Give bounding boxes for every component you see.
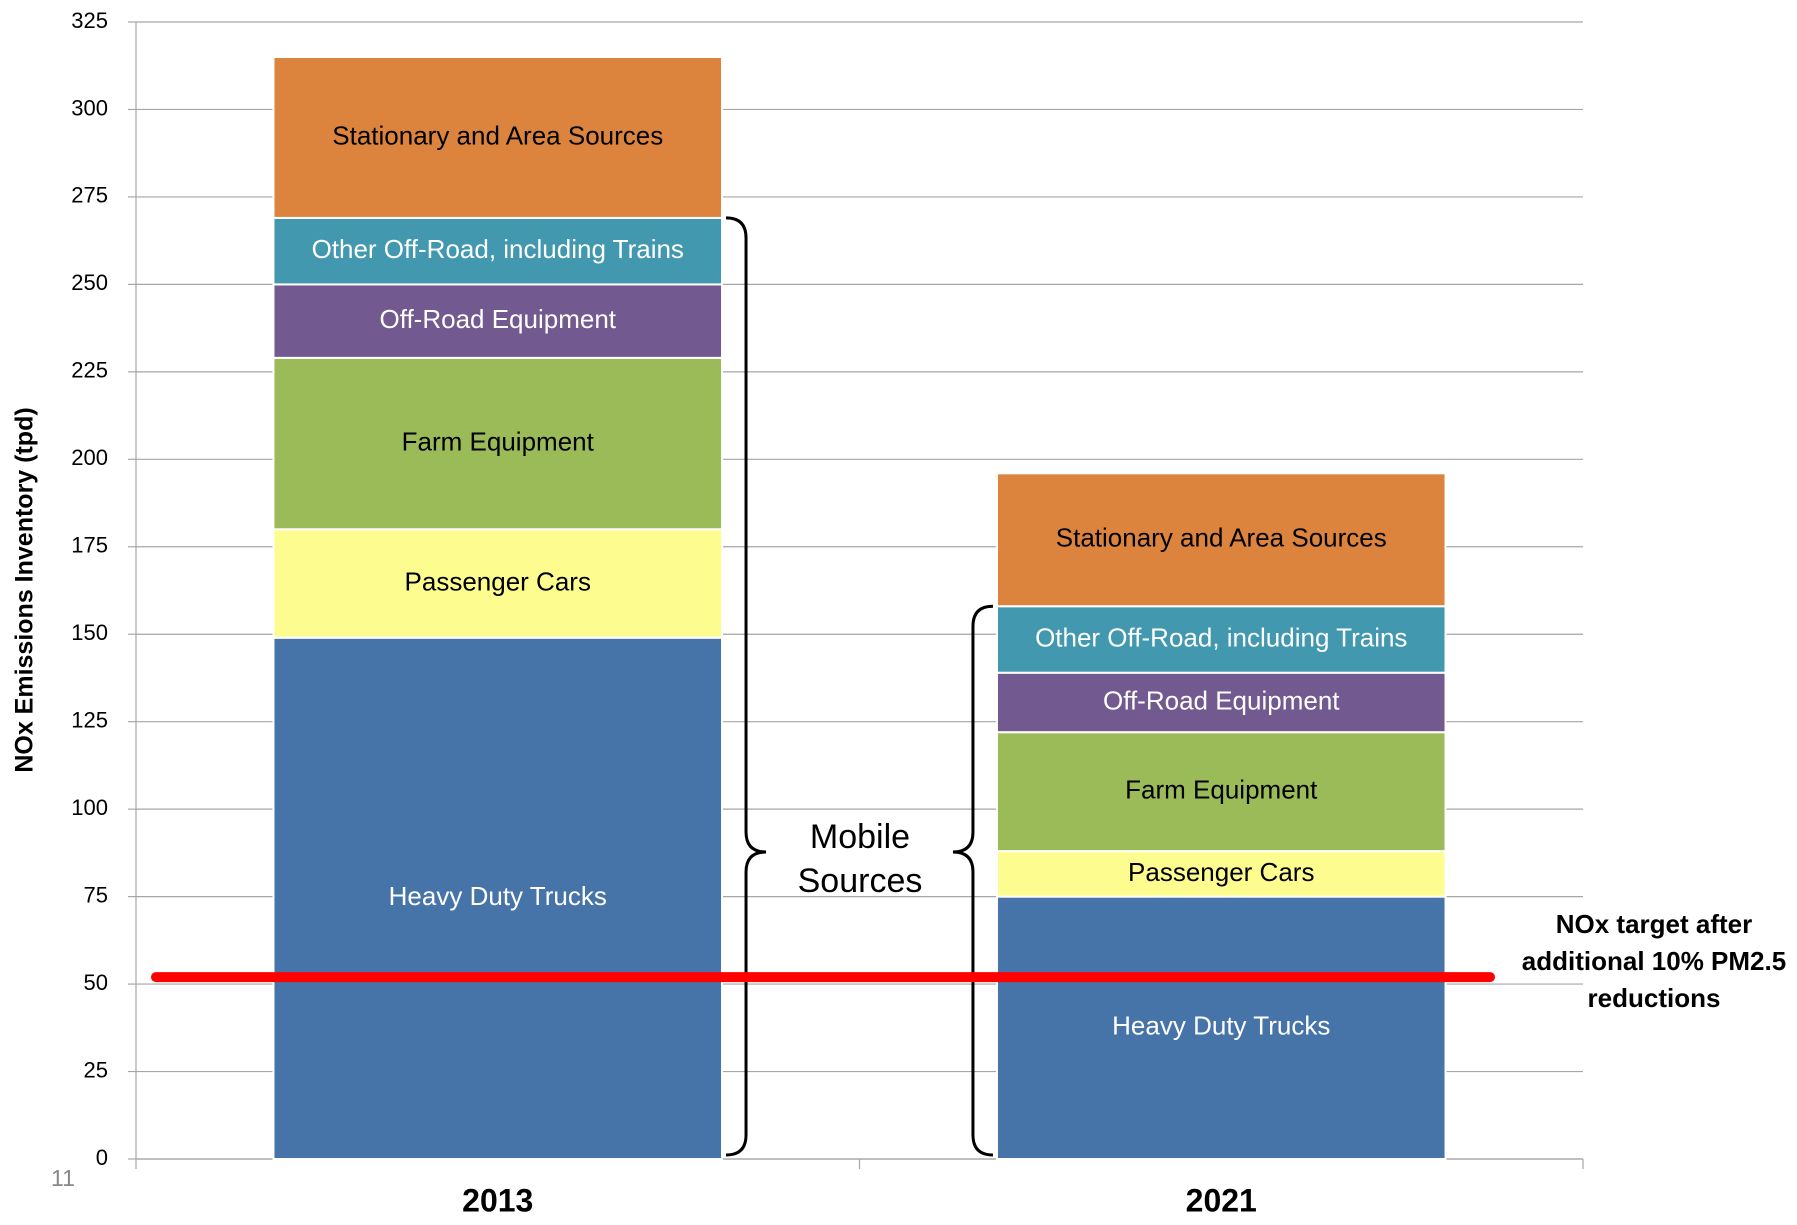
y-tick-label: 75	[84, 882, 108, 907]
y-tick-label: 250	[71, 270, 108, 295]
segment-label: Off-Road Equipment	[1103, 685, 1340, 715]
bar-segment	[272, 636, 724, 1160]
x-tick-label: 2013	[462, 1182, 533, 1218]
bar-segment	[272, 528, 724, 639]
segment-label: Stationary and Area Sources	[1056, 523, 1387, 553]
y-tick-label: 275	[71, 183, 108, 208]
bar-segment	[272, 283, 724, 359]
segment-label: Off-Road Equipment	[379, 304, 616, 334]
target-label: NOx target after additional 10% PM2.5 re…	[1521, 909, 1787, 1013]
brace	[725, 216, 767, 1157]
bar-segment	[995, 671, 1447, 734]
segment-label: Heavy Duty Trucks	[1112, 1011, 1330, 1041]
segment-label: Passenger Cars	[1128, 857, 1314, 887]
bar-segment	[995, 472, 1447, 608]
y-tick-label: 125	[71, 708, 108, 733]
bar-segment	[995, 895, 1447, 1160]
bar-segment	[272, 55, 724, 219]
segment-label: Other Off-Road, including Trains	[312, 234, 684, 264]
y-tick-label: 225	[71, 358, 108, 383]
segment-label: Farm Equipment	[1125, 775, 1318, 805]
brace-label: Mobile Sources	[797, 818, 923, 900]
y-tick-label: 150	[71, 620, 108, 645]
segment-label: Stationary and Area Sources	[332, 120, 663, 150]
bar-segment	[995, 850, 1447, 898]
bar-segment	[995, 605, 1447, 674]
bar-segment	[272, 356, 724, 531]
segment-label: Other Off-Road, including Trains	[1035, 622, 1407, 652]
y-tick-label: 50	[84, 970, 108, 995]
y-tick-label: 175	[71, 533, 108, 558]
segment-label: Heavy Duty Trucks	[389, 881, 607, 911]
y-tick-label: 300	[71, 95, 108, 120]
segment-label: Farm Equipment	[402, 426, 595, 456]
slide-number: 11	[51, 1165, 75, 1191]
x-tick-label: 2021	[1186, 1182, 1257, 1218]
brace	[952, 604, 994, 1157]
bar-segment	[995, 731, 1447, 853]
y-tick-label: 25	[84, 1057, 108, 1082]
segment-label: Passenger Cars	[405, 566, 591, 596]
y-tick-label: 0	[96, 1145, 108, 1170]
y-tick-label: 100	[71, 795, 108, 820]
bar-segment	[272, 216, 724, 286]
y-tick-label: 200	[71, 445, 108, 470]
y-axis-label: NOx Emissions Inventory (tpd)	[11, 407, 39, 772]
y-tick-label: 325	[71, 8, 108, 33]
